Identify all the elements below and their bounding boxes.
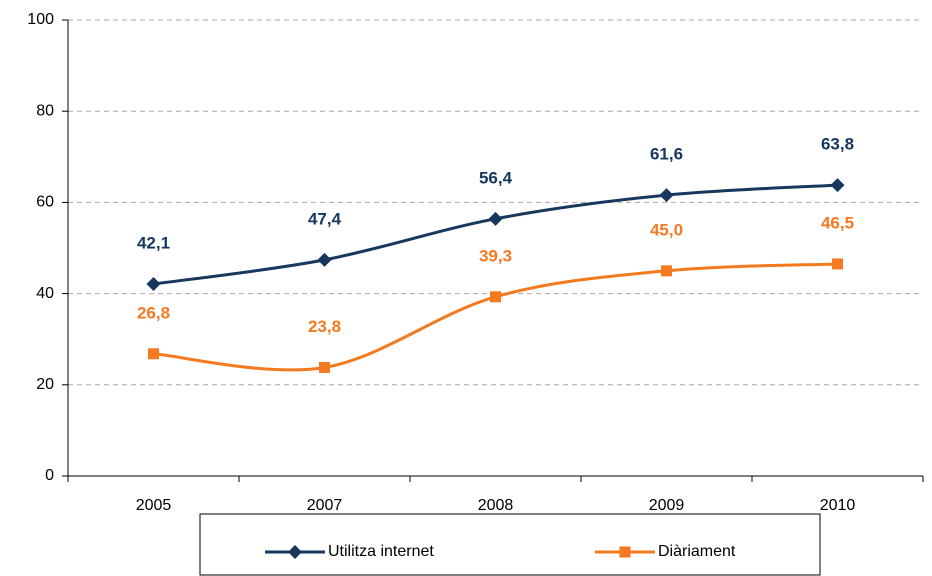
data-point [490, 291, 501, 303]
y-tick-label: 0 [45, 467, 54, 484]
y-tick-label: 80 [36, 102, 54, 119]
data-point [832, 258, 843, 270]
series-line [153, 262, 838, 372]
x-tick-label: 2010 [820, 497, 856, 514]
data-point [146, 277, 161, 292]
data-point [661, 265, 672, 277]
x-tick-label: 2008 [478, 497, 514, 514]
y-tick-label: 100 [27, 11, 54, 28]
y-tick-label: 20 [36, 376, 54, 393]
data-point [659, 188, 674, 203]
x-tick-label: 2009 [649, 497, 685, 514]
value-label: 47,4 [308, 209, 342, 228]
data-point [319, 361, 330, 373]
data-point [488, 211, 503, 226]
data-point [148, 348, 159, 360]
series-line [153, 183, 838, 286]
data-point [830, 178, 845, 193]
y-tick-label: 40 [36, 285, 54, 302]
value-label: 45,0 [650, 220, 683, 239]
value-label: 23,8 [308, 317, 341, 336]
legend-label: Diàriament [658, 543, 736, 560]
value-label: 42,1 [137, 234, 170, 253]
legend-label: Utilitza internet [328, 543, 434, 560]
value-label: 39,3 [479, 246, 512, 265]
value-label: 46,5 [821, 213, 854, 232]
legend-marker [288, 545, 302, 559]
value-label: 56,4 [479, 168, 513, 187]
value-label: 61,6 [650, 145, 683, 164]
x-tick-label: 2007 [307, 497, 343, 514]
x-tick-label: 2005 [136, 497, 172, 514]
data-point [317, 252, 332, 267]
value-label: 26,8 [137, 303, 170, 322]
legend-marker [619, 546, 631, 558]
y-tick-label: 60 [36, 194, 54, 211]
legend-box [199, 513, 821, 576]
value-label: 63,8 [821, 135, 854, 154]
